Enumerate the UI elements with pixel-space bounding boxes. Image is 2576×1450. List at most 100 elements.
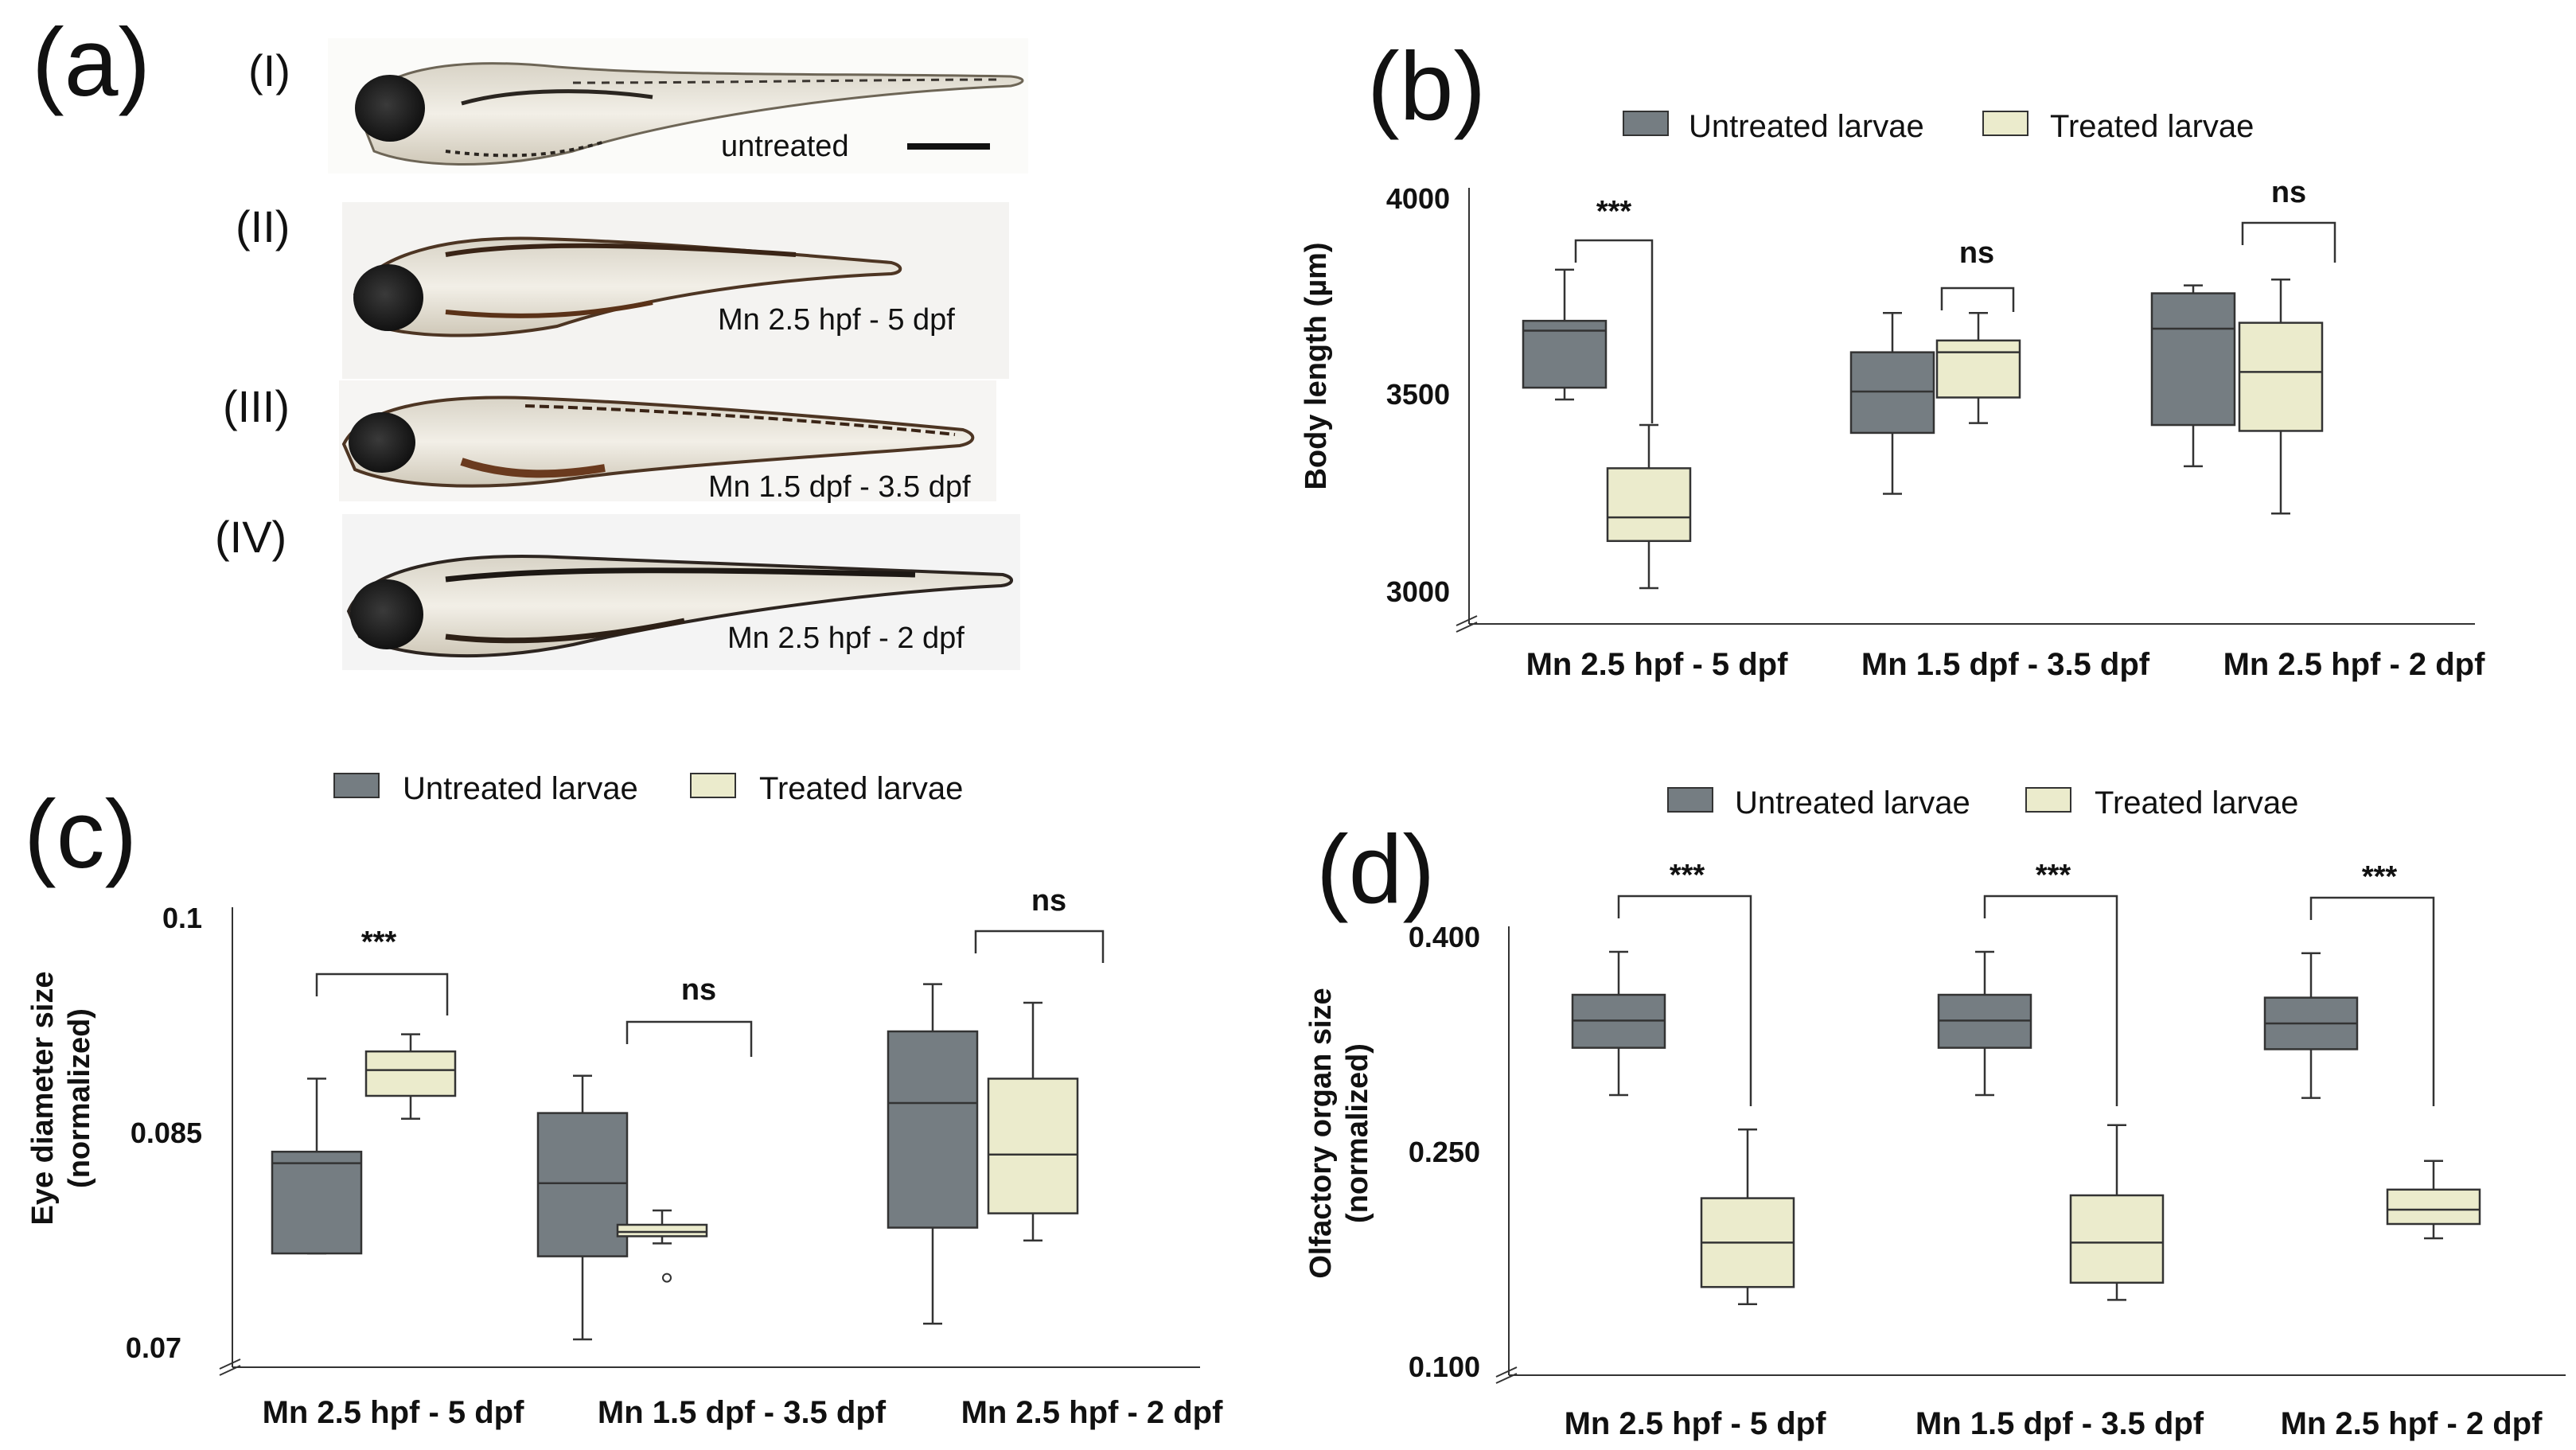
y-tick-label: 3500 [1386,378,1450,411]
box-iqr-untreated [2150,292,2236,427]
axis-break-mark [1495,1373,1518,1384]
legend-swatch-untreated [333,773,380,798]
legend-label-treated: Treated larvae [2095,785,2298,820]
box-treated [987,1001,1079,1242]
panel-b-legend: Untreated larvae Treated larvae [1623,109,2254,144]
fish-3-yolk [460,458,606,478]
fish-4-numeral: (IV) [215,512,286,562]
fish-image-3: (III) Mn 1.5 dpf - 3.5 dpf [223,380,996,504]
box-iqr-treated [616,1223,708,1238]
legend-label-untreated: Untreated larvae [1689,109,1924,144]
x-category-label: Mn 1.5 dpf - 3.5 dpf [1915,1406,2204,1441]
fish-image-2: (II) Mn 2.5 hpf - 5 dpf [236,201,1009,379]
fish-3-label: Mn 1.5 dpf - 3.5 dpf [708,470,971,504]
box-untreated [1849,312,1935,495]
box-untreated [271,1078,363,1255]
significance-label: ns [1031,884,1066,918]
axis-break-mark [219,1365,241,1376]
significance-label: ns [1959,236,1994,270]
box-treated [1700,1128,1795,1306]
box-untreated [887,983,979,1325]
y-tick-label: 0.400 [1409,921,1480,953]
box-treated [2069,1124,2165,1301]
box-iqr-treated [2386,1188,2481,1226]
panel-c-legend: Untreated larvae Treated larvae [333,771,963,806]
fish-2-pigment-bottom [445,300,653,318]
legend-label-treated: Treated larvae [2050,109,2254,144]
box-untreated [1571,950,1666,1097]
significance-bracket [625,1020,753,1057]
fish-2-numeral: (II) [236,201,290,251]
significance-label: ns [681,973,716,1007]
fish-1-gut [461,89,653,106]
legend-swatch-treated [690,773,736,798]
panel-c-plot-area [219,907,1200,1376]
significance-bracket [2309,896,2435,1106]
fish-2-eye [353,264,423,331]
box-untreated [2263,952,2359,1099]
box-iqr-treated [2069,1194,2165,1284]
legend-swatch-treated [2025,787,2071,813]
fish-3-body [341,396,975,488]
significance-label: ns [2271,176,2306,209]
fish-1-label: untreated [721,130,849,163]
box-treated [1606,423,1692,590]
legend-label-treated: Treated larvae [759,771,963,806]
legend-label-untreated: Untreated larvae [403,771,638,806]
x-category-label: Mn 1.5 dpf - 3.5 dpf [1861,647,2150,682]
significance-bracket [1940,286,2015,312]
y-tick-label: 3000 [1386,575,1450,608]
panel-d-legend: Untreated larvae Treated larvae [1667,785,2298,820]
box-untreated [2150,284,2236,468]
y-tick-label: 0.250 [1409,1136,1480,1168]
box-treated [364,1033,457,1121]
legend-swatch-untreated [1667,787,1713,813]
box-treated [1935,312,2021,424]
box-iqr-treated [2238,322,2324,432]
axis-break-mark [1456,615,1478,626]
y-tick-label: 4000 [1386,182,1450,215]
box-iqr-untreated [887,1030,979,1229]
significance-bracket [974,930,1105,963]
box-treated [616,1209,708,1245]
significance-bracket [1983,895,2118,1106]
y-tick-label: 0.085 [131,1117,202,1149]
significance-label: *** [2362,860,2398,894]
panel-d-plot-area [1495,895,2566,1384]
fish-image-4: (IV) Mn 2.5 hpf - 2 dpf [215,512,1020,670]
y-axis-label-line-2: (normalized) [1341,1043,1374,1223]
outlier-point [662,1273,672,1283]
fish-2-body [353,236,902,337]
box-iqr-treated [364,1050,457,1097]
fish-1-notochord [572,78,1004,84]
fish-3-eye [349,412,415,473]
significance-bracket [1574,239,1654,423]
fish-1-eye [355,75,425,142]
x-category-label: Mn 2.5 hpf - 5 dpf [1565,1406,1827,1441]
x-category-label: Mn 1.5 dpf - 3.5 dpf [598,1395,887,1430]
panel-b: (b) Untreated larvae Treated larvae Body… [1300,32,2485,682]
significance-label: *** [361,926,397,959]
box-iqr-untreated [1522,319,1608,389]
legend-swatch-untreated [1623,111,1669,136]
fish-2-label: Mn 2.5 hpf - 5 dpf [718,303,955,337]
fish-3-numeral: (III) [223,381,290,431]
box-treated [2238,279,2324,515]
fish-3-pigment [524,404,956,436]
x-category-label: Mn 2.5 hpf - 5 dpf [1526,647,1789,682]
significance-bracket [315,973,449,1015]
y-axis-label-line-2: (normalized) [63,1008,96,1188]
box-untreated [1522,268,1608,401]
fish-4-body [346,555,1013,658]
fish-image-1: (I) untreated [248,38,1028,173]
box-iqr-treated [1935,339,2021,399]
legend-label-untreated: Untreated larvae [1735,785,1970,820]
significance-label: *** [2036,859,2071,892]
significance-bracket [1617,895,1752,1106]
y-axis-label: Body length (µm) [1300,242,1333,489]
box-untreated [1937,950,2032,1097]
legend-swatch-treated [1982,111,2028,136]
x-category-label: Mn 2.5 hpf - 2 dpf [961,1395,1224,1430]
axis-break-mark [1495,1366,1518,1378]
significance-label: *** [1670,859,1705,892]
